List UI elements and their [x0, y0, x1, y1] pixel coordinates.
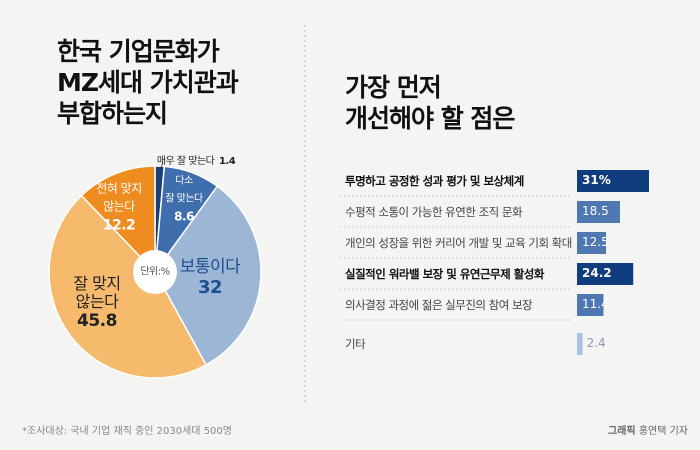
pie-slice: [48, 194, 208, 379]
bar-value: 11.4: [582, 297, 609, 311]
slice-value: 32: [197, 276, 223, 298]
footnote: *조사대상: 국내 기업 재직 중인 2030세대 500명: [22, 426, 232, 437]
credit: 그래픽 홍연택 기자: [608, 422, 688, 437]
slice-label: 잘 맞지 않는다 45.8: [73, 273, 121, 331]
slice-label: 보통이다 32: [179, 256, 241, 298]
leader-line: [159, 161, 164, 171]
slice-label: 전혀 맞지 않는다 12.2: [96, 178, 142, 234]
slice-label: 다소 잘 맞는다 8.6: [165, 169, 203, 224]
slice-category: 잘 맞지 않는다: [73, 273, 121, 312]
unit-label: 단위:%: [140, 266, 170, 278]
bar-value: 24.2: [582, 266, 612, 280]
bar-value: 31%: [582, 173, 611, 187]
pie-slice: [80, 165, 156, 274]
slice-category: 전혀 맞지 않는다: [96, 181, 142, 214]
slice-value: 45.8: [77, 310, 117, 331]
bar: [577, 294, 604, 316]
credit-name: 홍연택 기자: [638, 426, 688, 437]
bar: [577, 263, 634, 285]
bar-category: 투명하고 공정한 성과 평가 및 보상체계: [345, 174, 524, 188]
bar: [577, 333, 583, 355]
pie-title: 한국 기업문화가 MZ세대 가치관과 부합하는지: [57, 37, 239, 128]
credit-label: 그래픽: [608, 426, 636, 437]
bar: [577, 201, 620, 223]
slice-category: 매우 잘 맞는다: [156, 155, 215, 167]
bar-value: 18.5: [582, 204, 609, 218]
slice-value: 1.4: [218, 155, 236, 167]
bar: [577, 170, 649, 192]
center-hole: [133, 250, 177, 294]
bar-title: 가장 먼저 개선해야 할 점은: [345, 73, 515, 133]
bar: [577, 232, 607, 254]
slice-category: 다소 잘 맞는다: [165, 175, 203, 205]
bar-category: 개인의 성장을 위한 커리어 개발 및 교육 기회 확대: [345, 236, 572, 250]
pie-slice: [154, 185, 262, 366]
slice-category: 보통이다: [179, 256, 241, 277]
slice-label: 매우 잘 맞는다 1.4: [156, 150, 236, 168]
bar-category: 의사결정 과정에 젊은 실무진의 참여 보장: [345, 298, 533, 312]
bar-value: 12.5: [582, 235, 609, 249]
bar-category: 수평적 소통이 가능한 유연한 조직 문화: [345, 205, 523, 219]
slice-value: 12.2: [102, 217, 136, 234]
bar-value: 2.4: [586, 336, 606, 350]
bar-category: 기타: [345, 337, 366, 351]
slice-value: 8.6: [174, 209, 194, 224]
bar-category: 실질적인 워라밸 보장 및 유연근무제 활성화: [345, 267, 544, 281]
